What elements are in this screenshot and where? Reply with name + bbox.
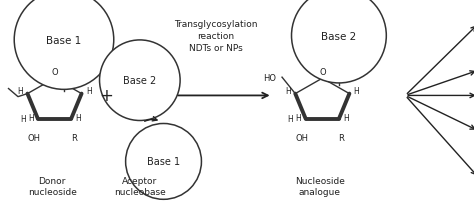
Text: Donor
nucleoside: Donor nucleoside	[27, 176, 77, 196]
Text: HO: HO	[264, 73, 276, 82]
Text: Transglycosylation
reaction
NDTs or NPs: Transglycosylation reaction NDTs or NPs	[174, 20, 257, 53]
Text: Base 2: Base 2	[321, 31, 356, 41]
Text: H: H	[343, 114, 349, 122]
Text: H: H	[18, 87, 23, 96]
Text: H: H	[20, 115, 26, 123]
Text: H: H	[75, 114, 81, 122]
Text: O: O	[52, 68, 58, 77]
Text: Nucleoside
analogue: Nucleoside analogue	[295, 176, 345, 196]
Ellipse shape	[14, 0, 114, 90]
Text: Base 1: Base 1	[46, 35, 82, 45]
Text: OH: OH	[27, 134, 40, 143]
Text: R: R	[71, 134, 76, 143]
Text: Aceptor
nucleobase: Aceptor nucleobase	[114, 176, 166, 196]
Text: +: +	[100, 87, 114, 105]
Text: R: R	[338, 134, 344, 143]
Text: Base 1: Base 1	[147, 157, 180, 167]
Text: H: H	[86, 87, 91, 96]
Text: H: H	[288, 115, 293, 123]
Text: H: H	[28, 114, 34, 122]
Text: H: H	[354, 87, 359, 96]
Ellipse shape	[292, 0, 386, 83]
Text: OH: OH	[295, 134, 308, 143]
Text: Base 2: Base 2	[123, 76, 156, 86]
Ellipse shape	[126, 124, 201, 199]
Text: O: O	[319, 68, 326, 77]
FancyArrowPatch shape	[145, 117, 157, 122]
Text: H: H	[296, 114, 301, 122]
Text: H: H	[285, 87, 291, 96]
Ellipse shape	[100, 41, 180, 121]
